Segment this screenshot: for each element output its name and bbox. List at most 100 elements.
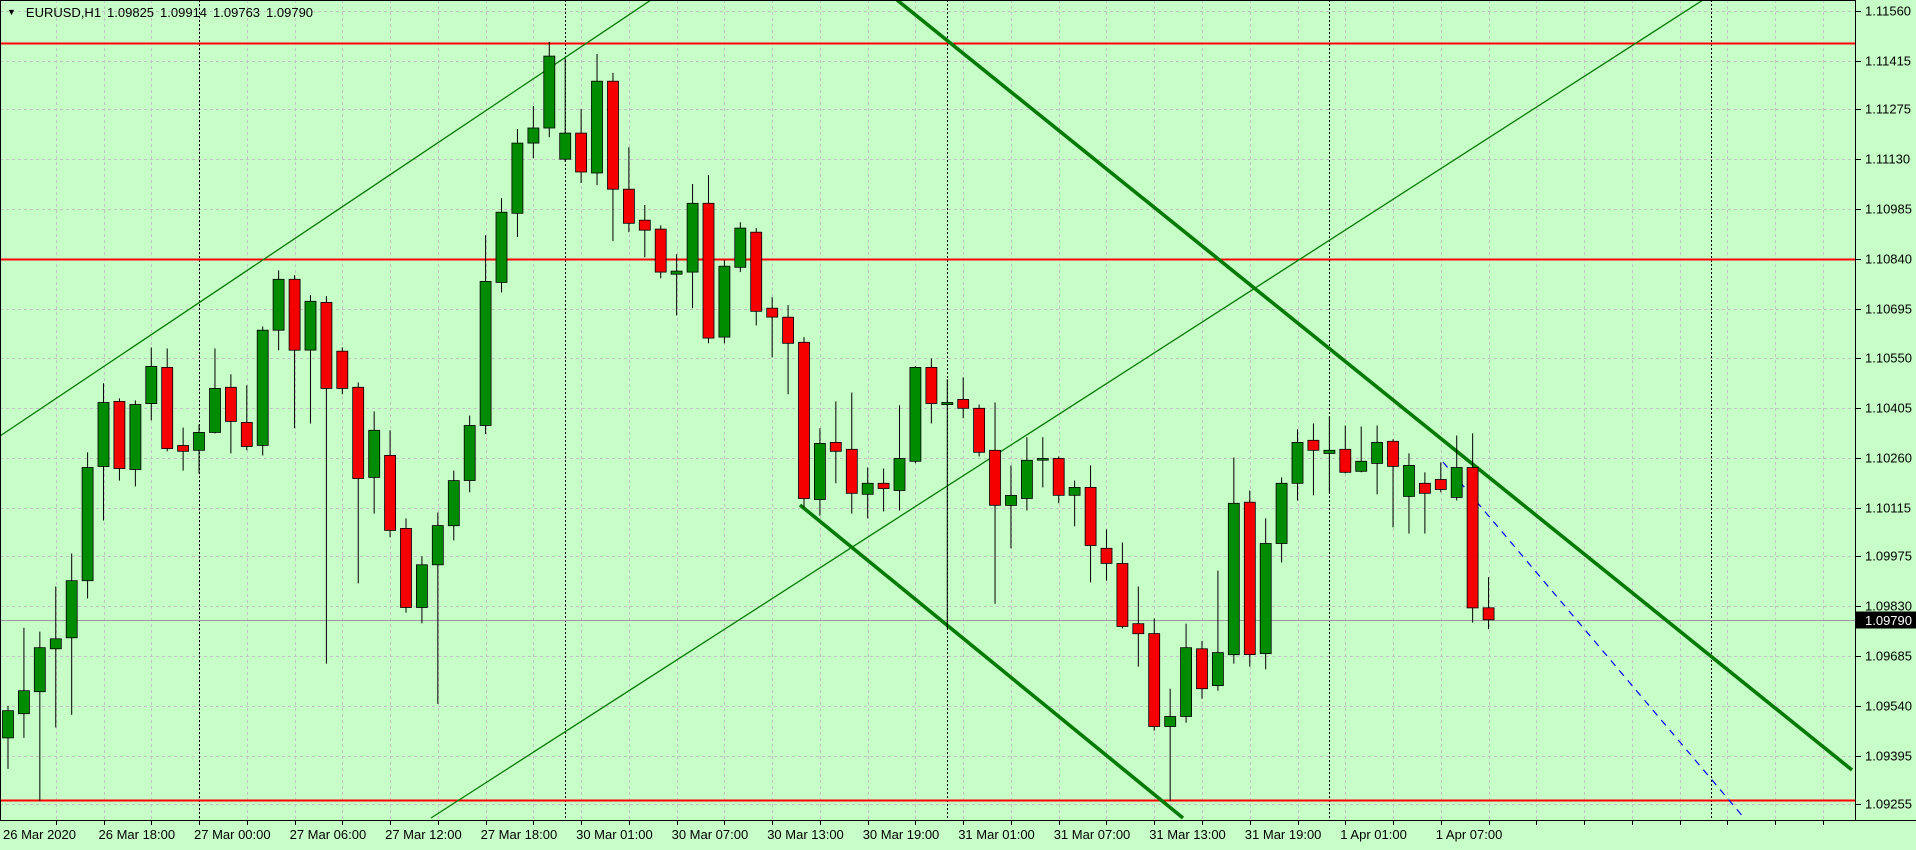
- bear-candle-body: [798, 341, 810, 499]
- horizontal-level-lines[interactable]: [0, 42, 1855, 802]
- time-label: 30 Mar 13:00: [767, 827, 844, 842]
- candle: [1148, 618, 1161, 731]
- candle: [766, 297, 779, 358]
- bear-candle-body: [925, 366, 938, 404]
- bull-candle-body: [1450, 467, 1463, 498]
- bear-candle-body: [782, 316, 794, 344]
- candle: [702, 175, 715, 344]
- bull-candle-body: [145, 365, 158, 404]
- candle: [1132, 586, 1145, 667]
- time-label: 27 Mar 06:00: [290, 827, 367, 842]
- candle: [415, 556, 428, 624]
- bear-candle-body: [973, 407, 985, 453]
- bull-candle-body: [1164, 716, 1177, 727]
- chart-title-bar: ▼ EURUSD,H1 1.09825 1.09914 1.09763 1.09790: [7, 4, 313, 20]
- candle: [1323, 416, 1336, 494]
- bear-candle-body: [400, 528, 412, 608]
- candle: [877, 468, 890, 512]
- price-label: 1.09685: [1865, 649, 1912, 664]
- bear-candle-body: [384, 454, 397, 531]
- candle: [17, 627, 30, 738]
- candle: [893, 405, 906, 511]
- bull-candle-body: [814, 442, 826, 500]
- time-label: 26 Mar 18:00: [99, 827, 176, 842]
- symbol-dropdown-icon[interactable]: ▼: [7, 7, 16, 17]
- time-label: 30 Mar 01:00: [576, 827, 653, 842]
- bear-candle-body: [654, 228, 667, 273]
- descending-thick-lows[interactable]: [798, 503, 1185, 820]
- bull-candle-body: [1355, 460, 1368, 472]
- ascending-long[interactable]: [430, 0, 1704, 819]
- bull-candle-body: [463, 425, 476, 481]
- candle: [49, 586, 62, 728]
- bull-candle-body: [1227, 502, 1240, 656]
- time-label: 31 Mar 13:00: [1149, 827, 1226, 842]
- bear-candle-body: [336, 350, 349, 389]
- bull-candle-body: [1291, 441, 1304, 484]
- plot-border: [0, 0, 1916, 821]
- bull-candle-body: [559, 132, 572, 160]
- current-price-marker: 1.09790: [1856, 611, 1916, 629]
- bear-candle-body: [829, 441, 842, 452]
- candle: [654, 225, 667, 279]
- bull-candle-body: [415, 564, 428, 608]
- bull-candle-body: [1259, 543, 1272, 654]
- price-label: 1.11560: [1865, 4, 1911, 19]
- candle: [1387, 439, 1399, 528]
- candle: [1371, 425, 1383, 495]
- candle: [81, 452, 94, 599]
- bear-candle-body: [161, 366, 174, 449]
- candle: [113, 398, 126, 481]
- bull-candle-body: [447, 480, 460, 527]
- candle: [1466, 433, 1479, 623]
- candle: [320, 296, 333, 664]
- candle: [463, 415, 476, 493]
- price-label: 1.11275: [1865, 102, 1911, 117]
- bull-candle-body: [81, 467, 94, 582]
- bull-candle-body: [1275, 482, 1288, 544]
- bull-candle-body: [1036, 458, 1049, 461]
- trendlines[interactable]: [0, 0, 1854, 820]
- bull-candle-body: [209, 387, 221, 433]
- bull-candle-body: [479, 280, 492, 426]
- bear-candle-body: [240, 421, 253, 447]
- candle: [177, 427, 190, 471]
- candle: [750, 228, 763, 326]
- bear-candle-body: [1100, 547, 1113, 564]
- candle: [1100, 529, 1113, 581]
- candle: [829, 401, 842, 484]
- candle: [97, 383, 110, 521]
- bear-candle-body: [288, 278, 301, 351]
- candle: [1005, 465, 1017, 549]
- bear-candle-body: [113, 400, 126, 469]
- bear-candle-body: [750, 231, 763, 312]
- candle: [1212, 570, 1224, 691]
- time-label: 30 Mar 07:00: [672, 827, 749, 842]
- candle: [798, 337, 810, 508]
- price-label: 1.10550: [1865, 351, 1912, 366]
- time-axis[interactable]: 26 Mar 2020 26 Mar 18:00 27 Mar 00:00 27 Ma…: [3, 820, 1824, 842]
- candle: [957, 377, 970, 419]
- price-label: 1.09975: [1865, 549, 1912, 564]
- price-axis[interactable]: 1.11560 1.11415 1.11275 1.11130 1.10985 1.108…: [1855, 4, 1912, 812]
- price-label: 1.10405: [1865, 401, 1912, 416]
- bear-candle-body: [1116, 563, 1129, 627]
- candle: [1339, 425, 1352, 474]
- candle: [1116, 542, 1129, 629]
- candle: [1259, 518, 1272, 670]
- bull-candle-body: [129, 404, 142, 470]
- candle: [686, 184, 699, 309]
- bull-candle-body: [527, 127, 540, 144]
- bear-candle-body: [1387, 440, 1399, 467]
- candle: [1068, 480, 1081, 527]
- quote-high: 1.09914: [160, 4, 208, 20]
- bear-candle-body: [320, 301, 333, 389]
- bull-candle-body: [718, 265, 731, 338]
- chart-symbol-period: EURUSD,H1: [25, 4, 102, 20]
- ascending-channel-left[interactable]: [0, 0, 652, 437]
- candle: [591, 54, 603, 186]
- descending-thick-main[interactable]: [895, 0, 1854, 772]
- candles-layer: [2, 41, 1495, 801]
